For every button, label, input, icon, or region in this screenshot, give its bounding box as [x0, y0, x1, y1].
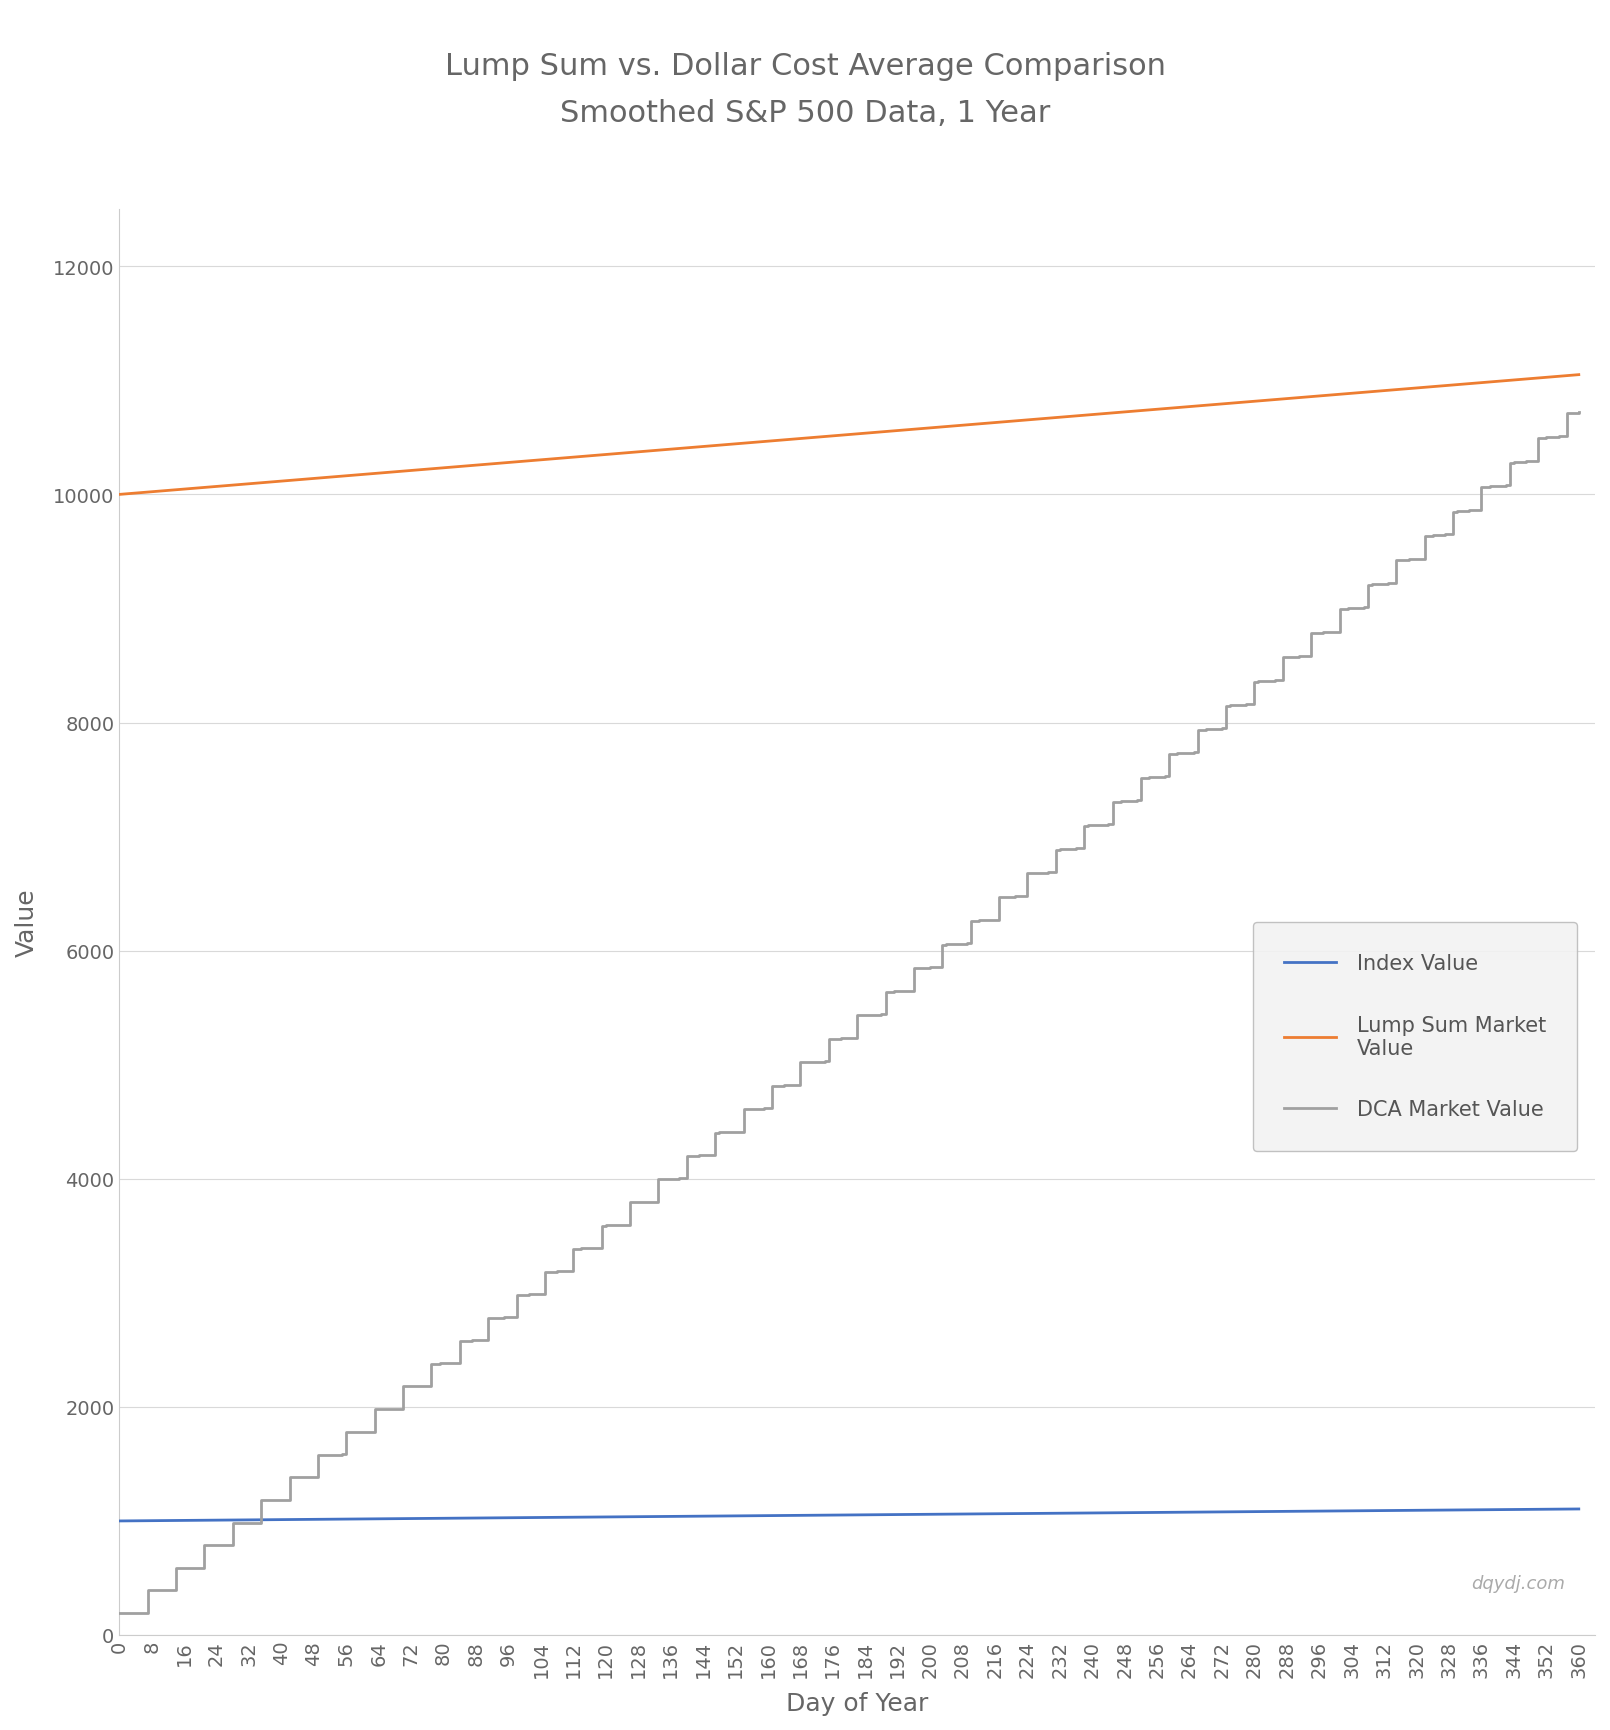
Lump Sum Market
Value [1391, 379, 1410, 400]
DCA Market Value [150, 1579, 169, 1600]
Lump Sum Market
Value [1570, 365, 1589, 386]
Index Value [1570, 1498, 1589, 1519]
Line: Lump Sum Market
Value: Lump Sum Market Value [119, 375, 1579, 495]
Line: Index Value: Index Value [119, 1509, 1579, 1521]
Text: Lump Sum vs. Dollar Cost Average Comparison
Smoothed S&P 500 Data, 1 Year: Lump Sum vs. Dollar Cost Average Compari… [444, 52, 1166, 128]
Index Value [382, 1509, 401, 1529]
X-axis label: Day of Year: Day of Year [786, 1690, 929, 1714]
Lump Sum Market
Value [1022, 410, 1042, 431]
Line: DCA Market Value: DCA Market Value [119, 413, 1579, 1612]
Lump Sum Market
Value [109, 484, 129, 505]
DCA Market Value [382, 1400, 401, 1420]
Text: dqydj.com: dqydj.com [1472, 1574, 1565, 1592]
Legend: Index Value, Lump Sum Market
Value, DCA Market Value: Index Value, Lump Sum Market Value, DCA … [1253, 922, 1578, 1150]
DCA Market Value [109, 1602, 129, 1623]
Index Value [150, 1510, 169, 1531]
Index Value [990, 1503, 1009, 1524]
DCA Market Value [1022, 863, 1042, 884]
Y-axis label: Value: Value [14, 887, 39, 957]
DCA Market Value [1570, 403, 1589, 424]
Index Value [1391, 1500, 1410, 1521]
Lump Sum Market
Value [382, 462, 401, 483]
DCA Market Value [940, 934, 960, 955]
Lump Sum Market
Value [940, 417, 960, 438]
Index Value [1022, 1503, 1042, 1524]
Index Value [940, 1503, 960, 1524]
DCA Market Value [1391, 550, 1410, 571]
Lump Sum Market
Value [990, 412, 1009, 432]
Lump Sum Market
Value [150, 481, 169, 502]
DCA Market Value [990, 887, 1009, 908]
Index Value [109, 1510, 129, 1531]
